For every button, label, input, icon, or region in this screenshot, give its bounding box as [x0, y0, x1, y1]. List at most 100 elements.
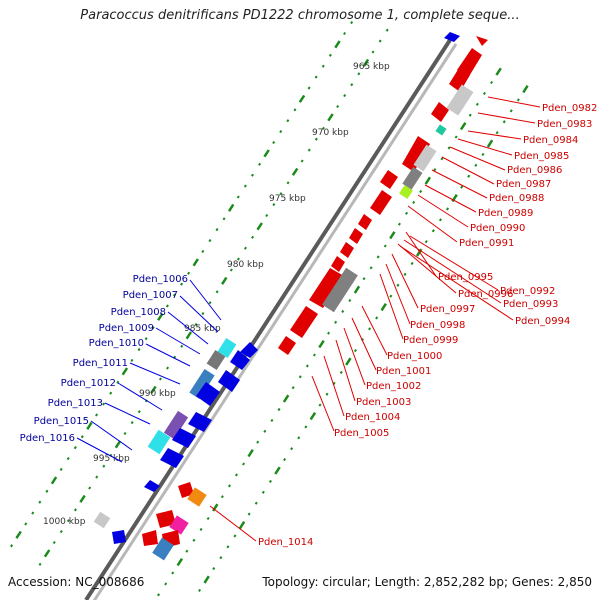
reverse-gene-arrow[interactable]: [290, 306, 318, 338]
gene-label[interactable]: Pden_1001: [376, 366, 431, 377]
reverse-gene-arrow[interactable]: [142, 530, 158, 546]
gene-label[interactable]: Pden_0991: [459, 238, 514, 249]
pseudo-gene-block[interactable]: [446, 84, 474, 116]
tick-mark: [263, 429, 267, 433]
gene-label[interactable]: Pden_1013: [48, 398, 103, 409]
gene-label[interactable]: Pden_1003: [356, 397, 411, 408]
gene-label[interactable]: Pden_1008: [111, 307, 166, 318]
tick-mark: [495, 67, 502, 76]
gene-label[interactable]: Pden_1009: [99, 323, 154, 334]
pseudo-gene-block[interactable]: [322, 267, 358, 313]
tick-mark: [334, 40, 341, 49]
gene-label[interactable]: Pden_0997: [420, 304, 475, 315]
gene-label[interactable]: Pden_0986: [507, 165, 562, 176]
gene-label[interactable]: Pden_1004: [345, 412, 400, 423]
gene-label[interactable]: Pden_0999: [403, 335, 458, 346]
label-leader: [487, 96, 541, 108]
gene-label[interactable]: Pden_0998: [410, 320, 465, 331]
label-leader: [403, 239, 502, 304]
reverse-gene-arrow[interactable]: [457, 48, 482, 78]
tick-mark: [180, 282, 184, 286]
gene-label[interactable]: Pden_0989: [478, 208, 533, 219]
forward-gene-arrow[interactable]: [240, 342, 258, 358]
pseudo-gene-block[interactable]: [189, 368, 215, 400]
tick-mark: [234, 473, 238, 477]
pseudo-gene-block[interactable]: [93, 511, 111, 529]
tick-mark: [88, 486, 92, 490]
reverse-gene-arrow[interactable]: [431, 102, 449, 122]
reverse-gene-arrow[interactable]: [358, 214, 372, 230]
gene-label[interactable]: Pden_0982: [542, 103, 597, 114]
misc-feature[interactable]: [187, 487, 207, 507]
forward-gene-arrow[interactable]: [172, 428, 196, 448]
label-leader: [417, 194, 469, 228]
rna-feature[interactable]: [399, 185, 413, 199]
rna-feature[interactable]: [147, 429, 171, 455]
gene-label[interactable]: Pden_1002: [366, 381, 421, 392]
reverse-gene-arrow[interactable]: [331, 256, 345, 272]
gene-label[interactable]: Pden_1014: [258, 537, 313, 548]
gene-label[interactable]: Pden_0984: [523, 135, 578, 146]
reverse-gene-arrow[interactable]: [380, 170, 398, 189]
rna-feature[interactable]: [435, 124, 447, 136]
gene-label[interactable]: Pden_1007: [123, 290, 178, 301]
gene-label[interactable]: Pden_1011: [73, 358, 128, 369]
reverse-gene-arrow[interactable]: [349, 228, 363, 244]
gene-label[interactable]: Pden_1012: [61, 378, 116, 389]
forward-gene-arrow[interactable]: [112, 530, 126, 544]
forward-gene-labels: Pden_1006 Pden_1007 Pden_1008 Pden_1009 …: [20, 274, 188, 444]
pseudo-gene-block[interactable]: [163, 410, 189, 440]
reverse-gene-arrow[interactable]: [156, 510, 176, 528]
tick-mark: [396, 283, 400, 287]
gene-label[interactable]: Pden_1016: [20, 433, 75, 444]
label-leader: [323, 355, 345, 417]
gene-label[interactable]: Pden_0983: [537, 119, 592, 130]
pseudo-gene-block[interactable]: [402, 166, 423, 190]
pseudo-gene-block[interactable]: [206, 350, 226, 370]
gene-label[interactable]: Pden_1010: [89, 338, 144, 349]
tick-mark: [256, 440, 260, 444]
reverse-gene-arrow[interactable]: [402, 136, 430, 172]
reverse-gene-arrow[interactable]: [340, 242, 354, 258]
tick-mark: [345, 357, 352, 366]
gene-label[interactable]: Pden_1015: [34, 416, 89, 427]
reverse-gene-arrow[interactable]: [449, 68, 470, 92]
pseudo-gene-block[interactable]: [152, 537, 174, 561]
reverse-gene-arrow[interactable]: [278, 336, 296, 355]
forward-gene-arrow[interactable]: [144, 480, 160, 492]
gene-label[interactable]: Pden_0985: [514, 151, 569, 162]
forward-gene-arrow[interactable]: [196, 382, 220, 406]
gene-label[interactable]: Pden_1000: [387, 351, 442, 362]
rna-feature[interactable]: [217, 338, 237, 358]
gene-label[interactable]: Pden_1006: [133, 274, 188, 285]
forward-gene-arrow[interactable]: [188, 412, 212, 432]
tick-mark: [277, 407, 281, 412]
gene-label[interactable]: Pden_0988: [489, 193, 544, 204]
reverse-gene-arrow[interactable]: [178, 482, 194, 498]
forward-gene-arrow[interactable]: [444, 32, 460, 42]
tick-mark: [383, 244, 387, 248]
tick-mark: [350, 83, 354, 87]
tick-mark: [38, 500, 42, 504]
forward-gene-arrow[interactable]: [218, 370, 240, 392]
gene-label[interactable]: Pden_0994: [515, 316, 570, 327]
forward-gene-arrow[interactable]: [160, 448, 184, 468]
gene-label[interactable]: Pden_0987: [496, 179, 551, 190]
reverse-gene-arrow[interactable]: [476, 36, 488, 46]
forward-gene-arrow[interactable]: [230, 350, 250, 370]
gene-label[interactable]: Pden_1005: [334, 428, 389, 439]
reverse-gene-arrow[interactable]: [370, 190, 392, 215]
misc-feature[interactable]: [169, 515, 189, 535]
tick-mark: [242, 462, 246, 466]
gene-label[interactable]: Pden_0992: [500, 286, 555, 297]
gene-label[interactable]: Pden_0995: [438, 272, 493, 283]
gene-label[interactable]: Pden_0993: [503, 299, 558, 310]
forward-label-leaders: [76, 279, 222, 463]
tick-mark: [201, 249, 205, 254]
pseudo-gene-block[interactable]: [413, 144, 437, 172]
reverse-gene-arrow[interactable]: [309, 268, 344, 308]
gene-label[interactable]: Pden_0990: [470, 223, 525, 234]
gene-label[interactable]: Pden_0996: [458, 289, 513, 300]
tick-mark: [198, 588, 202, 592]
tick-mark: [309, 412, 317, 421]
